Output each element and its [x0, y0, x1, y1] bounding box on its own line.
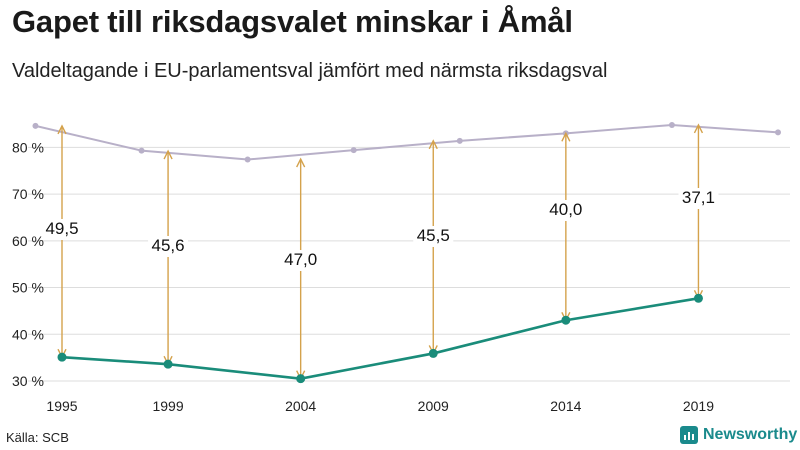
gap-label-bg	[545, 200, 586, 221]
x-tick-label: 2014	[550, 398, 581, 414]
y-tick-label: 80 %	[12, 139, 44, 155]
riksdag-point	[668, 121, 675, 128]
gap-arrow-head-top	[57, 124, 67, 135]
x-tick-label: 2009	[418, 398, 449, 414]
gap-arrow-head-top	[296, 157, 306, 168]
eu-point	[163, 359, 173, 369]
chart-title: Gapet till riksdagsvalet minskar i Åmål	[12, 4, 573, 39]
chart-subtitle: Valdeltagande i EU-parlamentsval jämfört…	[12, 60, 608, 82]
riksdag-point	[32, 122, 39, 129]
brand-logo[interactable]: Newsworthy	[680, 426, 797, 444]
gap-arrow-head-top	[428, 139, 438, 150]
x-tick-label: 2004	[285, 398, 316, 414]
gap-label-bg	[413, 226, 454, 247]
gap-label: 45,6	[152, 236, 185, 255]
gap-label: 45,5	[417, 226, 450, 245]
riksdag-series-line	[35, 123, 779, 161]
gap-label-bg	[42, 219, 82, 240]
gap-label: 47,0	[284, 250, 317, 269]
gap-arrow-head-top	[163, 149, 173, 160]
x-tick-label: 2019	[683, 398, 714, 414]
gap-arrow-head-top	[693, 123, 704, 134]
gap-label-bg	[148, 236, 189, 257]
y-tick-label: 50 %	[12, 280, 44, 296]
brand-name: Newsworthy	[703, 426, 798, 443]
eu-point	[561, 315, 571, 325]
gap-label-bg	[678, 188, 719, 209]
gap-label: 40,0	[549, 200, 582, 219]
riksdag-point	[350, 147, 357, 154]
gap-label-bg	[280, 250, 321, 271]
gap-label: 49,5	[45, 219, 78, 238]
gap-arrow-head-top	[561, 131, 571, 142]
gap-label: 37,1	[682, 188, 715, 207]
eu-point	[428, 348, 438, 358]
riksdag-point	[138, 147, 145, 154]
riksdag-point	[456, 137, 463, 144]
source-note: Källa: SCB	[6, 430, 69, 445]
riksdag-point	[775, 129, 781, 136]
y-tick-label: 30 %	[12, 373, 44, 389]
x-tick-label: 1999	[152, 398, 183, 414]
eu-point	[296, 374, 306, 384]
riksdag-point	[244, 156, 251, 163]
x-tick-label: 1995	[46, 398, 77, 414]
newsworthy-icon	[680, 426, 698, 444]
y-tick-label: 70 %	[12, 186, 44, 202]
eu-point	[57, 352, 67, 362]
y-tick-label: 40 %	[12, 326, 44, 342]
eu-series-line	[61, 297, 699, 380]
y-tick-label: 60 %	[12, 233, 44, 249]
eu-point	[693, 293, 703, 303]
